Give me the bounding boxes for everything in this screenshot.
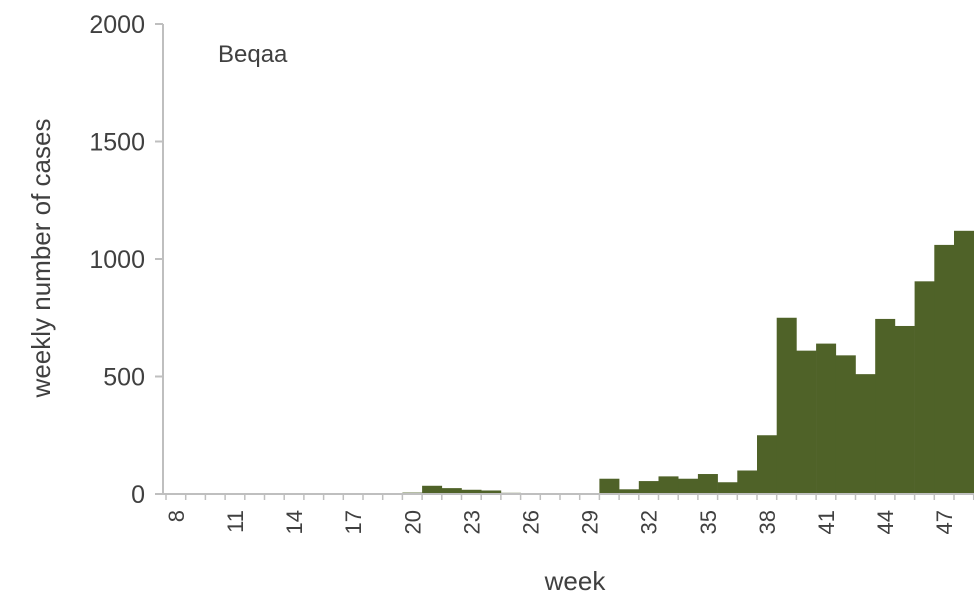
bar-week-36 xyxy=(717,482,738,494)
bar-week-46 xyxy=(914,281,935,494)
bar-week-41 xyxy=(816,343,837,494)
bar-week-45 xyxy=(894,325,915,494)
bar-week-44 xyxy=(875,318,896,494)
x-tick-label: 23 xyxy=(459,510,484,534)
bar-week-43 xyxy=(855,374,876,494)
bar-week-39 xyxy=(776,317,797,494)
bar-week-38 xyxy=(757,435,777,494)
x-tick-label: 41 xyxy=(814,510,839,534)
x-tick-label: 8 xyxy=(164,510,189,522)
bar-week-40 xyxy=(796,350,817,494)
region-annotation: Beqaa xyxy=(218,41,288,68)
bar-week-42 xyxy=(835,355,856,494)
x-tick-label: 26 xyxy=(518,510,543,534)
x-axis-title: week xyxy=(544,566,607,596)
bar-week-24 xyxy=(481,490,502,494)
bar-week-21 xyxy=(422,485,443,494)
bar-week-23 xyxy=(461,489,482,494)
x-tick-label: 29 xyxy=(578,510,603,534)
y-axis-title: weekly number of cases xyxy=(26,119,56,399)
bars-group xyxy=(284,230,974,495)
x-tick-label: 14 xyxy=(282,510,307,534)
y-tick-label: 0 xyxy=(131,481,145,509)
bar-week-22 xyxy=(441,488,462,494)
bar-week-31 xyxy=(619,489,640,494)
y-tick-label: 1000 xyxy=(89,246,145,274)
x-ticks-group: 8 11 14 17 20 23 26 29 32 35 38 41 44 47 xyxy=(164,494,974,534)
bar-week-30 xyxy=(599,478,620,494)
x-tick-label: 47 xyxy=(932,510,957,534)
bar-week-33 xyxy=(658,476,679,494)
x-tick-label: 35 xyxy=(696,510,721,534)
x-tick-label: 38 xyxy=(755,510,780,534)
bar-week-32 xyxy=(638,481,659,494)
x-tick-label: 20 xyxy=(400,510,425,534)
y-tick-label: 1500 xyxy=(89,129,145,157)
x-tick-label: 44 xyxy=(873,510,898,534)
y-tick-label: 2000 xyxy=(89,11,145,39)
bar-week-35 xyxy=(697,474,718,494)
x-tick-label: 32 xyxy=(637,510,662,534)
y-tick-label: 500 xyxy=(103,364,145,392)
x-tick-label: 11 xyxy=(223,510,248,533)
bar-week-34 xyxy=(678,478,699,494)
y-ticks-group: 0 500 1000 1500 2000 xyxy=(89,11,163,509)
bar-week-48 xyxy=(954,230,974,495)
x-tick-label: 17 xyxy=(341,510,366,534)
bar-week-47 xyxy=(934,244,955,494)
bar-week-37 xyxy=(737,470,758,494)
